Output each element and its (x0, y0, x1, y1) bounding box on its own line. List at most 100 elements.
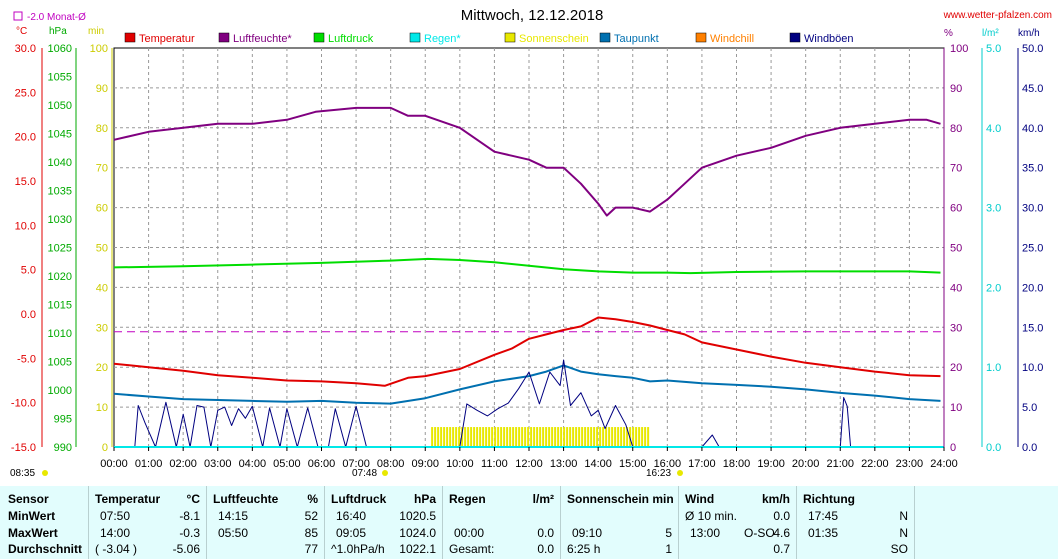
wind-axis-tick: 15.0 (1022, 322, 1043, 334)
sunshine-bar (473, 427, 476, 447)
legend-swatch (695, 32, 707, 43)
legend-label: Luftdruck (328, 33, 374, 45)
press-axis-tick: 995 (54, 414, 72, 426)
time-axis-tick: 12:00 (515, 458, 543, 470)
time-axis-tick: 21:00 (826, 458, 854, 470)
wind-axis-tick: 20.0 (1022, 282, 1043, 294)
wind-axis-tick: 5.0 (1022, 402, 1037, 414)
sunshine-bar (452, 427, 455, 447)
sunshine-bar (503, 427, 506, 447)
column-separator (796, 486, 797, 559)
stats-unit-press: hPa (413, 492, 436, 506)
sunshine-bar (548, 427, 551, 447)
sunshine-bar (557, 427, 560, 447)
time-axis-tick: 01:00 (135, 458, 163, 470)
sunshine-bar (596, 427, 599, 447)
sunshine-bar (620, 427, 623, 447)
time-axis-tick: 15:00 (619, 458, 647, 470)
sunshine-bar (581, 427, 584, 447)
temp-axis-tick: 25.0 (15, 87, 36, 99)
min-axis-tick: 70 (96, 163, 108, 175)
sunshine-bar (458, 427, 461, 447)
sunshine-bar (593, 427, 596, 447)
min-axis-tick: 80 (96, 123, 108, 135)
stats-head-sun: Sonnenschein min (567, 492, 674, 506)
wind-axis-tick: 30.0 (1022, 203, 1043, 215)
column-separator (324, 486, 325, 559)
wind-max-direction: O-SO (744, 526, 775, 540)
sunshine-bar (440, 427, 443, 447)
time-axis-tick: 24:00 (930, 458, 958, 470)
sunshine-bar (527, 427, 530, 447)
legend-label: Windböen (804, 33, 854, 45)
grid (114, 48, 944, 447)
column-separator (442, 486, 443, 559)
series-line-luftfeuchte (113, 106, 941, 217)
sunset-time: 16:23 (646, 468, 671, 479)
humid-max-value: 85 (304, 526, 318, 540)
press-min-value: 1020.5 (399, 509, 436, 523)
press-avg-value: 1022.1 (399, 542, 436, 556)
start-time: 08:35 (10, 468, 35, 479)
wind-avg-value: 0.7 (773, 542, 790, 556)
legend-label: Temperatur (139, 33, 195, 45)
column-separator (914, 486, 915, 559)
press-axis-tick: 1035 (48, 186, 72, 198)
sunshine-bar (464, 427, 467, 447)
press-min-time: 16:40 (336, 509, 367, 523)
legend-label: Windchill (710, 33, 754, 45)
wind-axis-tick: 10.0 (1022, 362, 1043, 374)
dir-max-value: N (899, 526, 908, 540)
axes: 30.0 25.0 20.0 15.0 10.0 5.0 0.0 -5.0 -10.0 -15.0… (11, 43, 1044, 470)
time-axis-tick: 06:00 (308, 458, 336, 470)
sunshine-bar (437, 427, 440, 447)
sunshine-bar (536, 427, 539, 447)
sunshine-bar (626, 427, 629, 447)
dir-min-time: 17:45 (808, 509, 839, 523)
sunshine-bar (479, 427, 482, 447)
legend-swatch (789, 32, 801, 43)
humid-axis-tick: 100 (950, 43, 968, 55)
min-axis-tick: 20 (96, 362, 108, 374)
legend-swatch (313, 32, 325, 43)
sunshine-bar (560, 427, 563, 447)
sunshine-bar (524, 427, 527, 447)
legend-label: Luftfeuchte* (233, 33, 292, 45)
press-axis-tick: 1050 (48, 100, 72, 112)
sunshine-bar (500, 427, 503, 447)
time-axis-tick: 09:00 (411, 458, 439, 470)
sunshine-bar (446, 427, 449, 447)
sunshine-bar (566, 427, 569, 447)
wind-avg-label: Ø 10 min. (685, 509, 738, 523)
sunshine-bar (467, 427, 470, 447)
stats-row-min: MinWert (8, 509, 56, 523)
humid-avg-value: 77 (304, 542, 318, 556)
series-line-temperatur (113, 316, 941, 387)
humid-axis-tick: 90 (950, 83, 962, 95)
sunrise-icon (382, 470, 388, 476)
sunshine-bar (608, 427, 611, 447)
sunshine-bar (518, 427, 521, 447)
humid-axis-tick: 50 (950, 243, 962, 255)
temp-max-time: 14:00 (100, 526, 131, 540)
stats-row-avg: Durchschnitt (8, 542, 83, 556)
sunset-icon (677, 470, 683, 476)
legend-swatch (599, 32, 611, 43)
min-axis-tick: 100 (90, 43, 108, 55)
press-trend: ^1.0hPa/h (331, 542, 385, 556)
sunshine-bar (647, 427, 650, 447)
wind-max-value: 4.6 (773, 526, 790, 540)
humid-axis-tick: 10 (950, 402, 962, 414)
sunshine-bar (494, 427, 497, 447)
humid-axis-tick: 30 (950, 322, 962, 334)
legend-swatch (218, 32, 230, 43)
time-axis-tick: 19:00 (757, 458, 785, 470)
sunshine-bar (554, 427, 557, 447)
humid-axis-tick: 20 (950, 362, 962, 374)
source-link[interactable]: www.wetter-pfalzen.com (943, 10, 1052, 21)
press-axis-tick: 1060 (48, 43, 72, 55)
temp-axis-tick: 30.0 (15, 43, 36, 55)
rain-axis-tick: 1.0 (986, 362, 1001, 374)
sunshine-bar (569, 427, 572, 447)
stats-unit-humid: % (307, 492, 318, 506)
